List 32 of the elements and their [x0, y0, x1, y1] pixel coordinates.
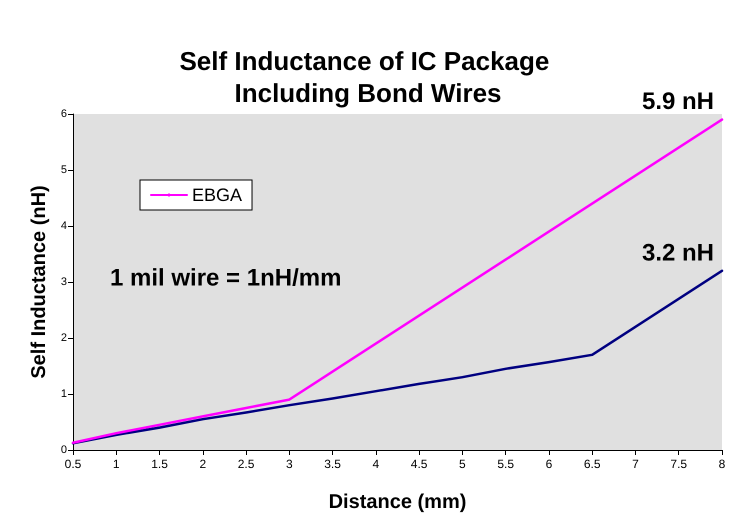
y-tick-label: 0	[60, 444, 67, 456]
x-tick-label: 0.5	[64, 457, 82, 471]
annotation: 1 mil wire = 1nH/mm	[110, 264, 342, 292]
x-tick-label: 3.5	[324, 457, 342, 471]
y-tick-label: 6	[60, 108, 67, 120]
line-series	[72, 270, 724, 445]
x-tick-label: 3	[286, 457, 293, 471]
x-tick-label: 6.5	[584, 457, 601, 471]
annotation: 3.2 nH	[642, 239, 714, 266]
y-tick-label: 3	[60, 276, 67, 288]
y-tick-label: 2	[60, 332, 67, 344]
x-tick-label: 8	[718, 457, 726, 471]
x-tick-label: 2.5	[238, 457, 255, 471]
y-tick-label: 1	[60, 388, 67, 400]
x-tick-label: 7.5	[670, 457, 688, 471]
x-tick-label: 4	[372, 457, 380, 471]
y-tick-label: 4	[60, 220, 67, 232]
y-tick-label: 5	[60, 164, 67, 176]
x-tick-label: 5.5	[497, 457, 514, 471]
x-tick-label: 1.5	[151, 457, 168, 471]
legend-label: EBGA	[192, 185, 242, 205]
y-axis-title: Self Inductance (nH)	[28, 185, 50, 379]
x-tick-label: 1	[112, 457, 120, 471]
x-tick-label: 4.5	[410, 457, 428, 471]
line-series	[72, 118, 724, 444]
x-axis-title: Distance (mm)	[328, 491, 466, 513]
annotation: 5.9 nH	[642, 88, 714, 116]
x-tick-label: 5	[459, 457, 466, 471]
x-tick-label: 7	[632, 457, 640, 471]
x-tick-label: 6	[546, 457, 553, 471]
chart-title: Self Inductance of IC Package Including Bond Wires	[179, 46, 557, 108]
x-tick-label: 2	[199, 457, 206, 471]
